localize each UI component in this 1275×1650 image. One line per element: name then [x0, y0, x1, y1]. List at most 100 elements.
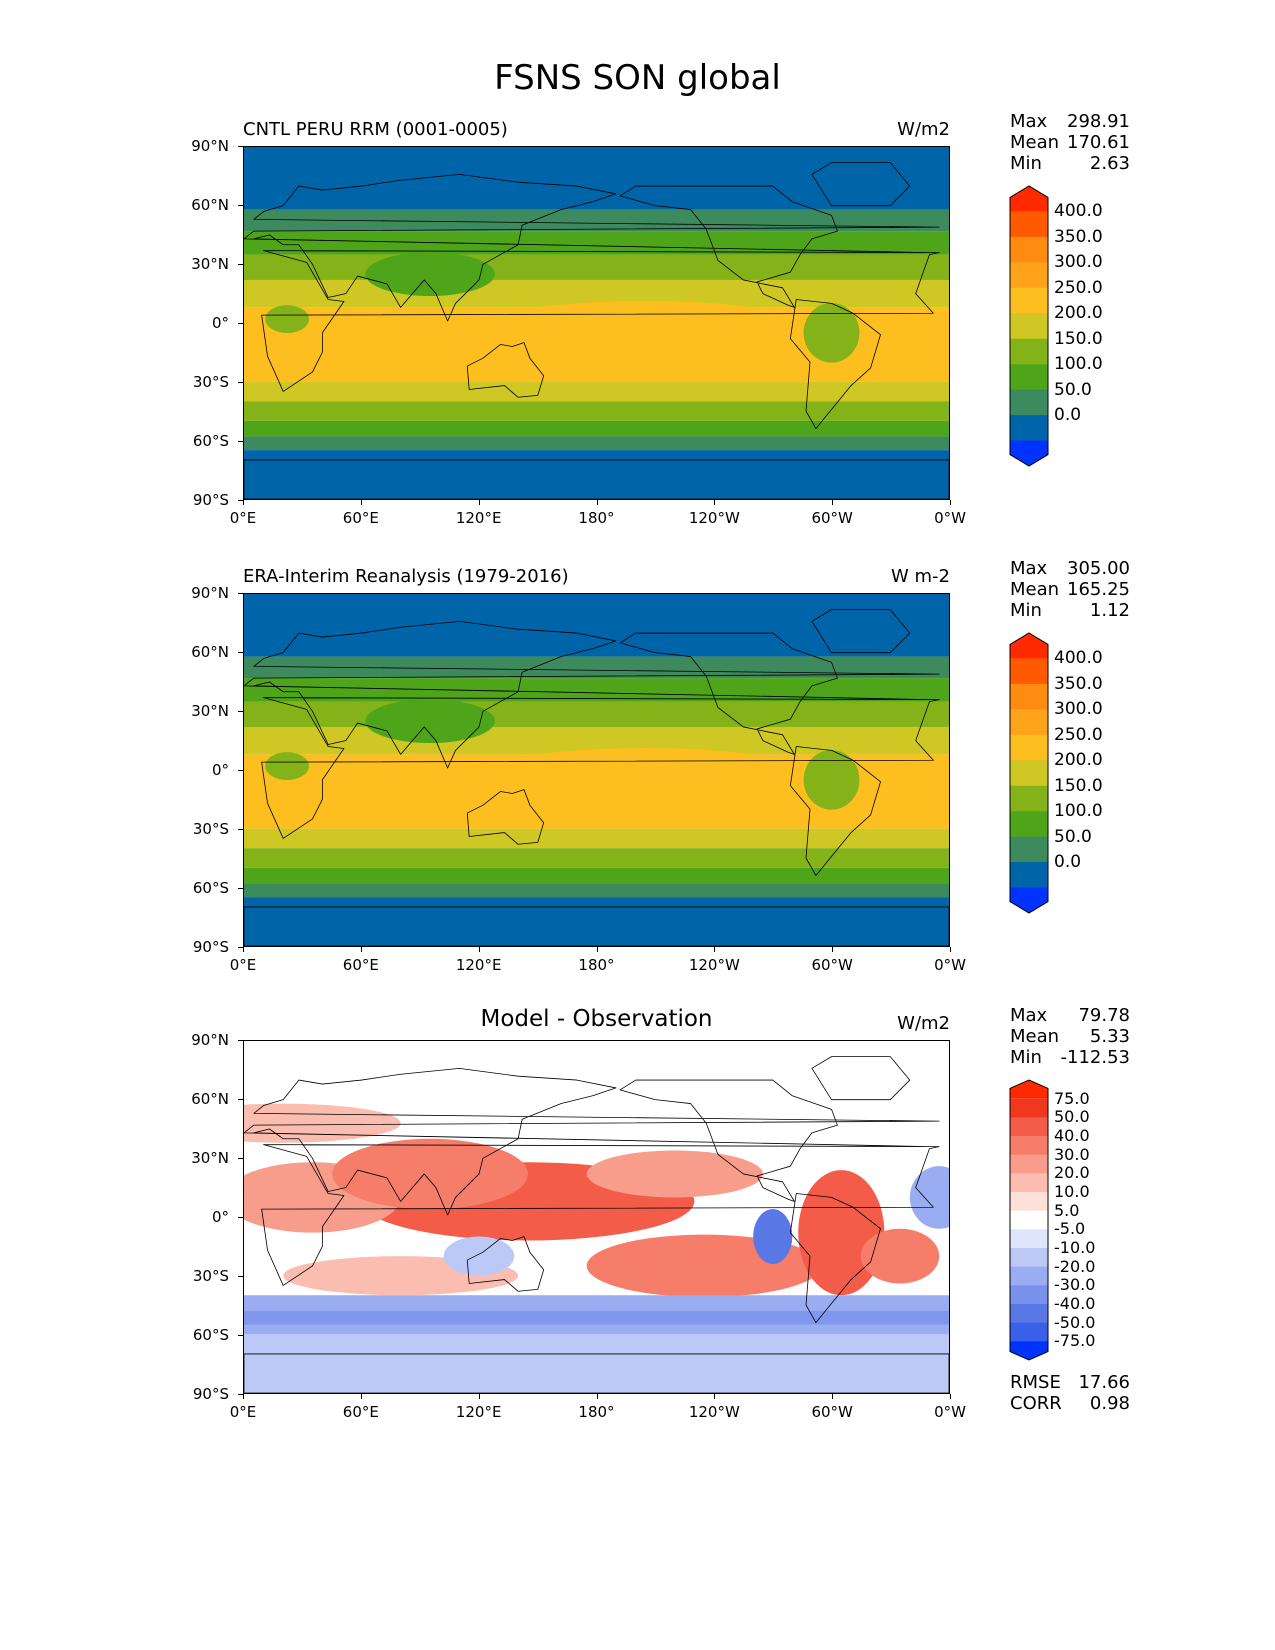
colorbar-segment	[1010, 1266, 1048, 1286]
pacific-warm-zone	[475, 748, 815, 804]
lat-tick	[238, 1099, 243, 1100]
map-field	[244, 594, 949, 946]
lat-tick	[238, 500, 243, 501]
lat-label: 90°N	[191, 1031, 229, 1049]
sw-band-10	[244, 897, 949, 946]
colorbar-label: 350.0	[1054, 226, 1103, 247]
stat-name-min: Min	[1010, 153, 1042, 174]
colorbar	[1009, 1079, 1049, 1361]
colorbar-outline	[1009, 185, 1049, 467]
sw-band-1	[244, 209, 949, 232]
lon-label: 60°E	[342, 1403, 379, 1421]
lon-label: 120°W	[688, 956, 740, 974]
lat-label: 60°N	[191, 1090, 229, 1108]
lat-tick	[238, 1276, 243, 1277]
colorbar-segment	[1010, 313, 1048, 340]
lon-label: 120°E	[455, 509, 502, 527]
lon-tick	[360, 947, 362, 952]
sw-band-2	[244, 231, 949, 255]
colorbar-label: 100.0	[1054, 801, 1103, 822]
colorbar-segment	[1010, 1098, 1048, 1118]
central-africa-zone	[265, 305, 310, 334]
stat-name-max: Max	[1010, 1005, 1048, 1026]
colorbar-label: 150.0	[1054, 775, 1103, 796]
lat-label: 60°S	[192, 432, 229, 450]
panel-subtitle: ERA-Interim Reanalysis (1979-2016)	[243, 566, 569, 587]
stat-name-min: Min	[1010, 1047, 1042, 1068]
colorbar-segment	[1010, 1304, 1048, 1324]
sw-band-0	[244, 147, 949, 210]
stat-name-max: Max	[1010, 111, 1048, 132]
colorbar-label: 100.0	[1054, 354, 1103, 375]
stat-name-mean: Mean	[1010, 132, 1060, 153]
lon-label: 0°W	[934, 509, 966, 527]
lat-label: 30°N	[191, 702, 229, 720]
lat-tick	[238, 888, 243, 889]
colorbar-segment	[1010, 415, 1048, 442]
stat-value-mean: 165.25	[1067, 579, 1130, 600]
lat-label: 60°S	[192, 879, 229, 897]
colorbar-label: 200.0	[1054, 303, 1103, 324]
colorbar-label: 300.0	[1054, 252, 1103, 273]
colorbar-label: 400.0	[1054, 201, 1103, 222]
lon-tick	[950, 947, 951, 952]
colorbar-segment	[1010, 1229, 1048, 1249]
map-field	[244, 1041, 949, 1393]
lat-tick	[238, 947, 243, 948]
panel-title: Model - Observation	[480, 1006, 713, 1032]
map-panel-obs	[243, 593, 950, 947]
lon-label: 180°	[578, 1403, 615, 1421]
lon-label: 120°W	[688, 509, 740, 527]
colorbar-segment	[1010, 1248, 1048, 1268]
colorbar-segment	[1010, 683, 1048, 710]
sw-band-3	[244, 701, 949, 727]
colorbar-segment	[1010, 211, 1048, 238]
lat-label: 90°N	[191, 137, 229, 155]
stat-value-min: 2.63	[1089, 153, 1130, 174]
asia-cloud-zone	[365, 252, 495, 296]
colorbar-segment	[1010, 1210, 1048, 1230]
colorbar-label: 5.0	[1054, 1200, 1080, 1220]
colorbar-segment	[1010, 1192, 1048, 1212]
stat-name-corr: CORR	[1010, 1393, 1062, 1414]
stat-name-mean: Mean	[1010, 1026, 1060, 1047]
map-panel-diff	[243, 1040, 950, 1394]
sw-band-9	[244, 436, 949, 451]
lat-label: 90°S	[192, 938, 229, 956]
colorbar-segment	[1010, 1136, 1048, 1156]
lon-tick	[832, 500, 834, 505]
stat-name-rmse: RMSE	[1010, 1372, 1061, 1393]
sw-band-7	[244, 401, 949, 421]
lat-label: 60°N	[191, 643, 229, 661]
lat-tick	[238, 1158, 243, 1159]
lat-label: 90°S	[192, 491, 229, 509]
lat-tick	[238, 593, 243, 594]
lon-label: 0°W	[934, 956, 966, 974]
lon-tick	[478, 1394, 480, 1399]
lon-label: 120°E	[455, 956, 502, 974]
colorbar-label: 40.0	[1054, 1126, 1090, 1145]
colorbar-label: 250.0	[1054, 724, 1103, 745]
colorbar-extend-max	[1010, 186, 1048, 212]
pacific-warm-zone	[475, 301, 815, 357]
colorbar-segment	[1010, 760, 1048, 787]
lon-tick	[243, 500, 244, 505]
lat-label: 30°N	[191, 255, 229, 273]
lon-label: 180°	[578, 956, 615, 974]
colorbar-label: 50.0	[1054, 379, 1092, 400]
lon-tick	[950, 500, 951, 505]
stat-value-max: 305.00	[1067, 558, 1130, 579]
colorbar-segment	[1010, 364, 1048, 391]
stat-value-max: 298.91	[1067, 111, 1130, 132]
lat-label: 0°	[211, 1208, 229, 1226]
stat-name-max: Max	[1010, 558, 1048, 579]
colorbar-outline	[1009, 1079, 1049, 1361]
lon-label: 0°W	[934, 1403, 966, 1421]
stat-name-min: Min	[1010, 600, 1042, 621]
coastlines	[244, 609, 949, 946]
lon-label: 120°E	[455, 1403, 502, 1421]
lon-tick	[478, 947, 480, 952]
diff-anomaly-4	[332, 1138, 528, 1210]
lat-tick	[238, 146, 243, 147]
lon-tick	[596, 947, 598, 952]
